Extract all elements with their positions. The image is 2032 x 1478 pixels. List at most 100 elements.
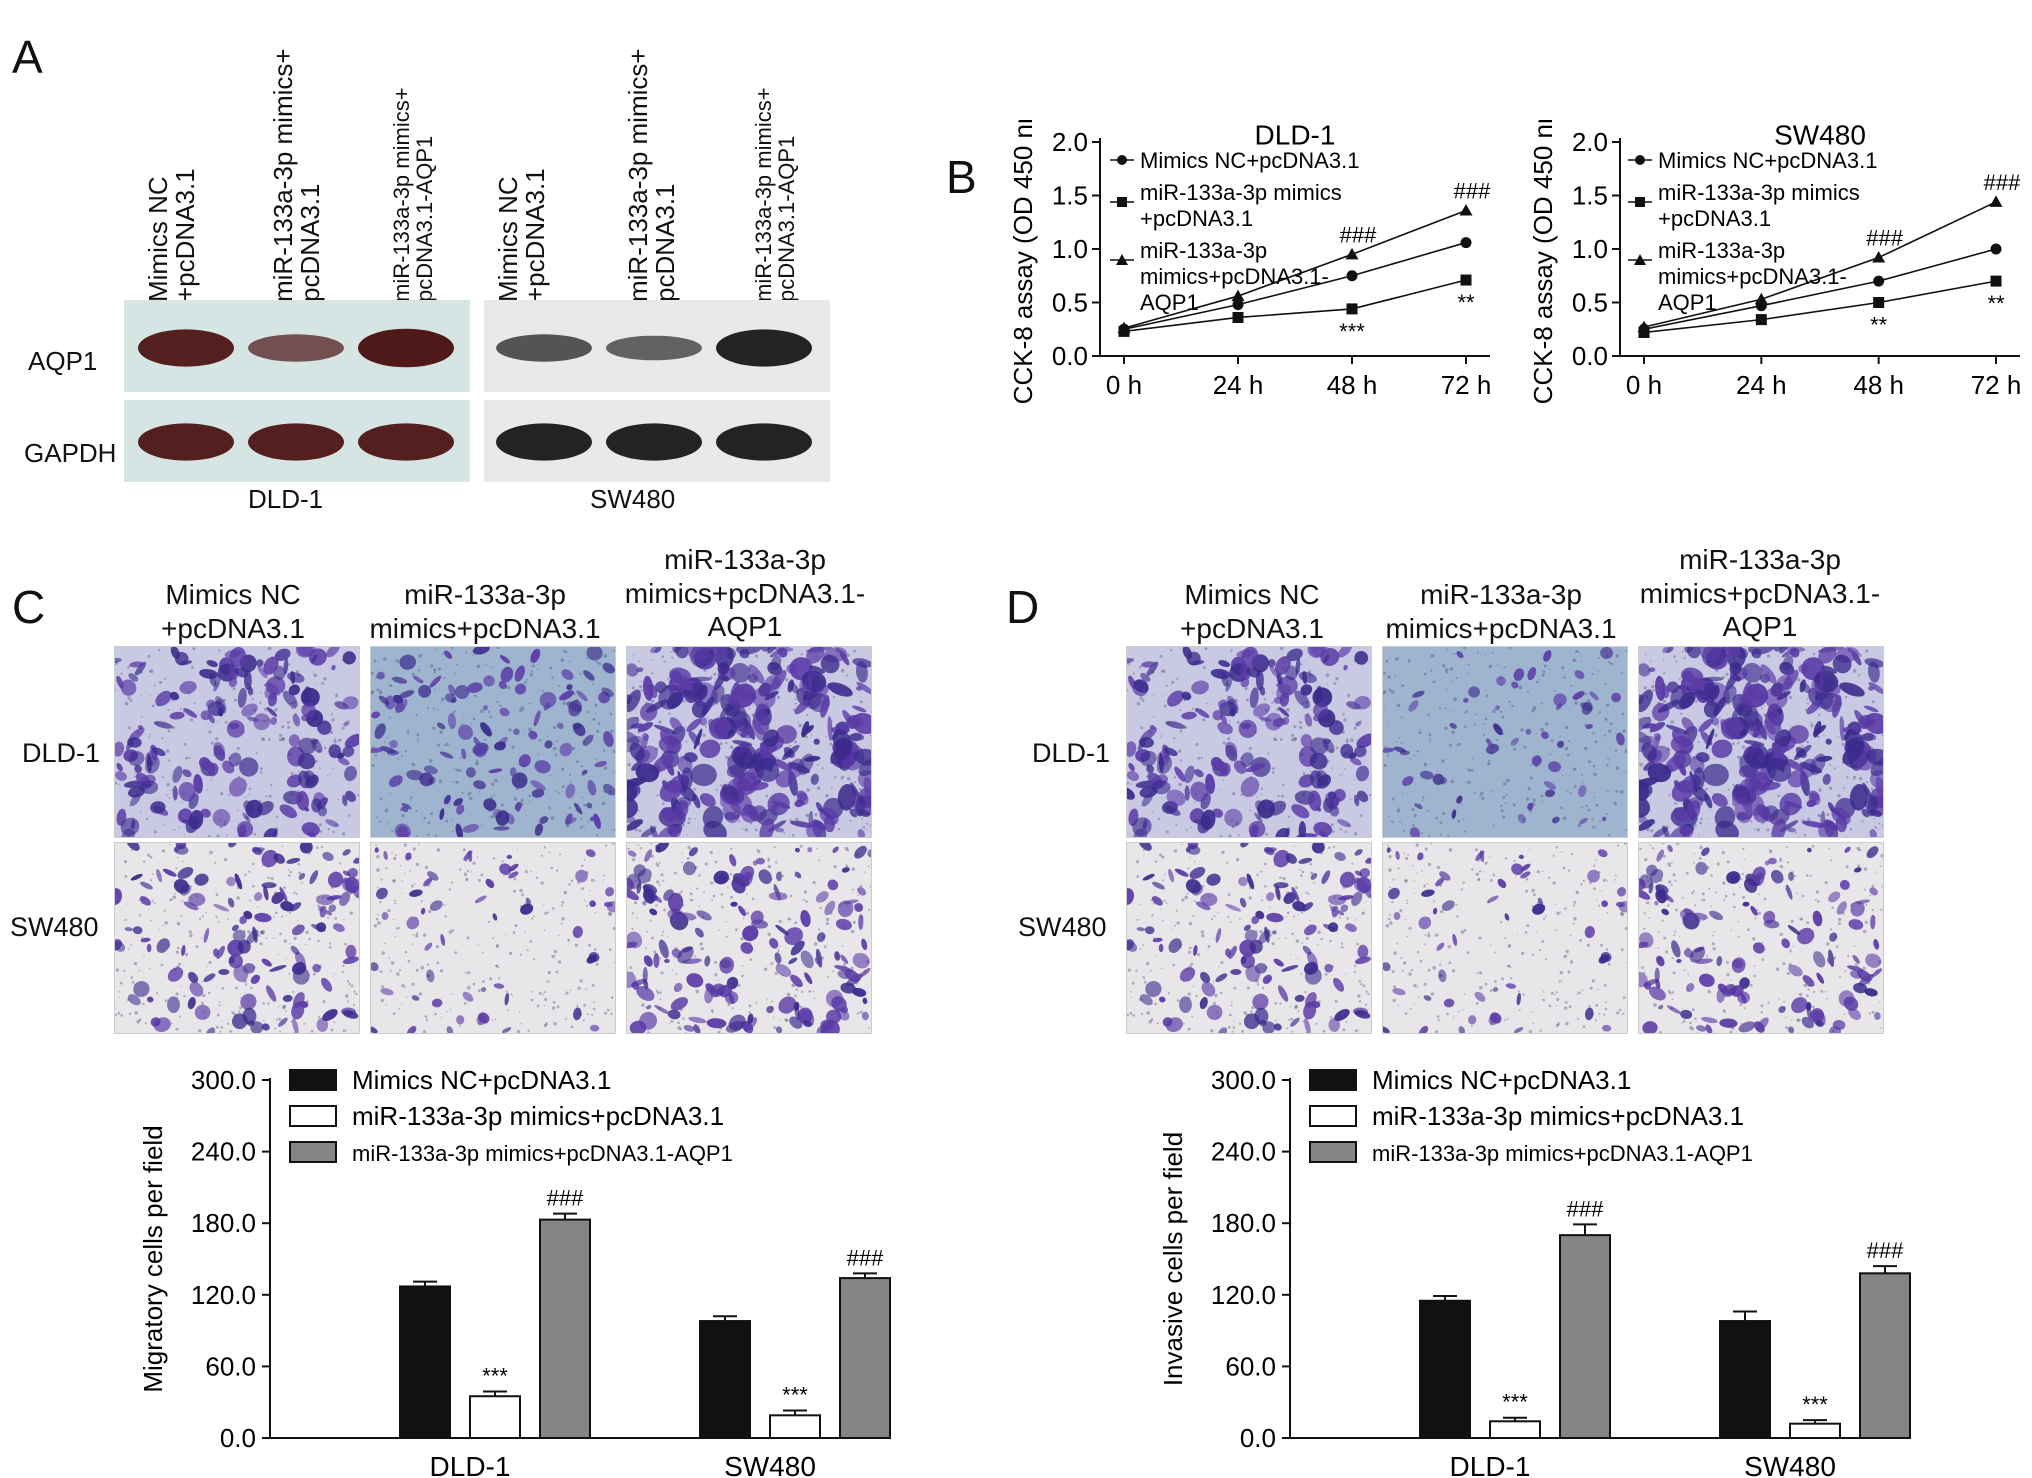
- pore-dot: [1463, 647, 1466, 649]
- pore-dot: [681, 852, 683, 855]
- micrograph-bg: [1383, 843, 1627, 1033]
- pore-dot: [576, 760, 579, 764]
- stained-cell: [153, 721, 173, 729]
- pore-dot: [288, 874, 290, 876]
- pore-dot: [1293, 845, 1296, 848]
- series-line-3: [1643, 201, 1997, 328]
- pore-dot: [1488, 664, 1493, 669]
- stained-cell: [488, 768, 503, 774]
- pore-dot: [555, 790, 557, 792]
- pore-dot: [1809, 721, 1812, 724]
- pore-dot: [850, 929, 855, 934]
- pore-dot: [169, 898, 173, 901]
- pore-dot: [611, 996, 614, 999]
- pore-dot: [511, 995, 514, 997]
- pore-dot: [1339, 828, 1342, 831]
- pore-dot: [1400, 741, 1403, 744]
- stained-cell: [1776, 675, 1794, 692]
- pore-dot: [1877, 829, 1879, 831]
- pore-dot: [802, 898, 805, 901]
- pore-dot: [1450, 779, 1454, 783]
- pore-dot: [1170, 649, 1173, 652]
- stained-cell: [1357, 790, 1369, 803]
- pore-dot: [1501, 715, 1505, 719]
- pore-dot: [1490, 790, 1492, 793]
- pore-dot: [161, 737, 164, 740]
- pore-dot: [649, 843, 653, 845]
- pore-dot: [123, 969, 126, 972]
- pore-dot: [467, 985, 471, 990]
- stained-cell: [1686, 983, 1695, 992]
- pore-dot: [1447, 945, 1452, 949]
- stained-cell: [261, 882, 277, 889]
- stained-cell: [1801, 1016, 1814, 1029]
- stained-cell: [627, 663, 639, 677]
- pore-dot: [404, 986, 407, 989]
- stained-cell: [810, 773, 819, 785]
- pore-dot: [418, 669, 421, 672]
- pore-dot: [1399, 821, 1401, 823]
- pore-dot: [524, 931, 526, 933]
- stained-cell: [589, 900, 596, 908]
- pore-dot: [298, 871, 302, 875]
- pore-dot: [1272, 692, 1274, 694]
- pore-dot: [1864, 920, 1868, 924]
- pore-dot: [1505, 794, 1508, 797]
- stained-cell: [775, 924, 789, 936]
- stained-cell: [343, 721, 350, 727]
- pore-dot: [1678, 678, 1681, 681]
- pore-dot: [1540, 794, 1544, 798]
- pore-dot: [348, 720, 350, 722]
- stained-cell: [815, 891, 829, 903]
- pore-dot: [574, 943, 578, 947]
- pore-dot: [1387, 917, 1391, 921]
- stained-cell: [627, 780, 637, 802]
- pore-dot: [1192, 914, 1195, 917]
- series-line-2: [1123, 279, 1467, 333]
- pore-dot: [1192, 985, 1194, 988]
- stained-cell: [1278, 706, 1290, 717]
- pore-dot: [549, 774, 552, 777]
- pore-dot: [1863, 867, 1868, 871]
- pore-dot: [612, 770, 615, 773]
- stained-cell: [1165, 720, 1186, 729]
- stained-cell: [1225, 948, 1231, 957]
- pore-dot: [563, 890, 568, 895]
- pore-dot: [289, 942, 291, 945]
- pore-dot: [1309, 862, 1313, 866]
- stained-cell: [1649, 869, 1664, 884]
- pore-dot: [252, 885, 255, 888]
- stained-cell: [1225, 904, 1242, 912]
- pore-dot: [528, 702, 531, 705]
- pore-dot: [207, 723, 209, 725]
- pore-dot: [1871, 700, 1875, 704]
- stained-cell: [1517, 813, 1526, 824]
- pore-dot: [452, 711, 455, 714]
- pore-dot: [1596, 899, 1598, 902]
- stained-cell: [483, 675, 495, 687]
- pore-dot: [1139, 665, 1142, 669]
- pore-dot: [459, 757, 462, 759]
- pore-dot: [1881, 824, 1883, 827]
- pore-dot: [1643, 912, 1646, 915]
- pore-dot: [276, 1018, 278, 1021]
- pore-dot: [1518, 1009, 1521, 1012]
- pore-dot: [800, 653, 803, 656]
- pore-dot: [339, 862, 342, 865]
- pore-dot: [685, 741, 688, 743]
- annotation-4: **: [1987, 291, 2005, 316]
- pore-dot: [1604, 1007, 1608, 1011]
- stained-cell: [1354, 696, 1371, 710]
- pore-dot: [1543, 664, 1547, 668]
- stained-cell: [1343, 664, 1348, 671]
- pore-dot: [1449, 709, 1452, 711]
- pore-dot: [520, 798, 524, 802]
- stained-cell: [1836, 901, 1847, 915]
- pore-dot: [494, 778, 498, 783]
- pore-dot: [1235, 858, 1240, 862]
- pore-dot: [1604, 734, 1607, 737]
- stained-cell: [1452, 933, 1458, 946]
- stained-cell: [762, 729, 780, 747]
- stained-cell: [1806, 699, 1823, 715]
- pore-dot: [179, 1015, 182, 1018]
